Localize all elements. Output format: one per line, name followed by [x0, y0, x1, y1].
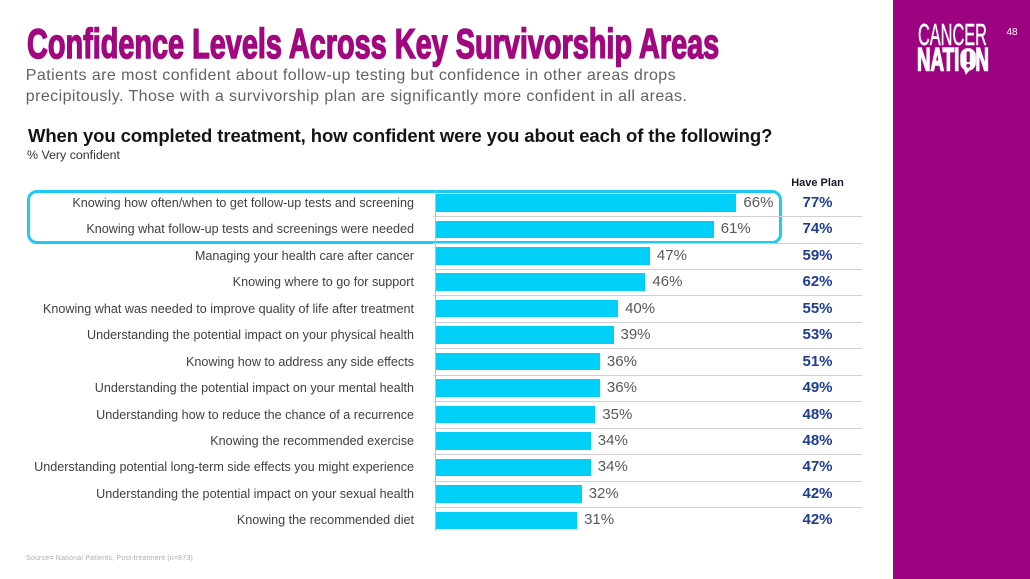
- svg-text:CANCER: CANCER: [918, 22, 987, 52]
- svg-text:N: N: [975, 41, 989, 76]
- svg-text:NATI: NATI: [917, 41, 959, 76]
